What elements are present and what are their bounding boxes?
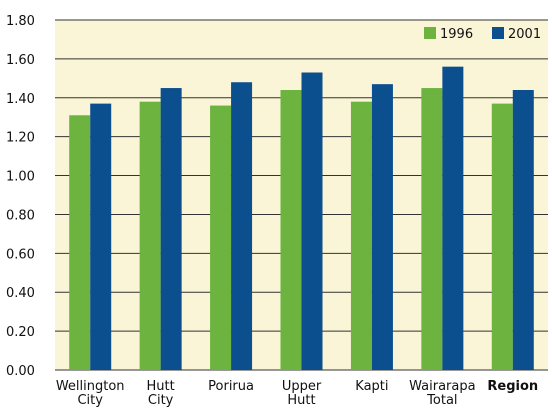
- bar: [350, 101, 372, 371]
- bar: [231, 82, 253, 370]
- y-tick-label: 1.20: [6, 131, 35, 146]
- bar: [90, 103, 112, 370]
- y-tick-label: 1.40: [6, 92, 35, 107]
- y-tick-label: 0.60: [6, 247, 35, 262]
- y-tick-label: 1.00: [6, 170, 35, 185]
- x-tick-label: Wairarapa Total: [409, 379, 475, 408]
- y-tick-label: 0.40: [6, 286, 35, 301]
- x-tick-label: Porirua: [208, 379, 254, 394]
- bar: [371, 84, 393, 371]
- bar: [421, 88, 443, 371]
- legend-swatch: [492, 27, 504, 39]
- bar: [491, 103, 513, 370]
- y-tick-label: 0.80: [6, 208, 35, 223]
- x-tick-label: Wellington City: [56, 379, 125, 408]
- legend-swatch: [424, 27, 436, 39]
- bar: [301, 72, 323, 370]
- y-tick-label: 0.20: [6, 325, 35, 340]
- legend-label: 2001: [508, 27, 541, 42]
- x-tick-label: Region: [487, 379, 538, 394]
- y-tick-label: 1.80: [6, 14, 35, 29]
- y-tick-label: 0.00: [6, 364, 35, 379]
- y-tick-label: 1.60: [6, 53, 35, 68]
- x-tick-label: Upper Hutt: [282, 379, 322, 408]
- bar: [160, 88, 182, 371]
- bar: [512, 90, 534, 370]
- bar: [69, 115, 91, 371]
- bar: [210, 105, 232, 371]
- bar: [442, 66, 464, 371]
- x-tick-label: Kapti: [355, 379, 388, 394]
- x-tick-label: Hutt City: [147, 379, 175, 408]
- bar: [139, 101, 161, 371]
- legend-label: 1996: [440, 27, 473, 42]
- bar: [280, 90, 302, 370]
